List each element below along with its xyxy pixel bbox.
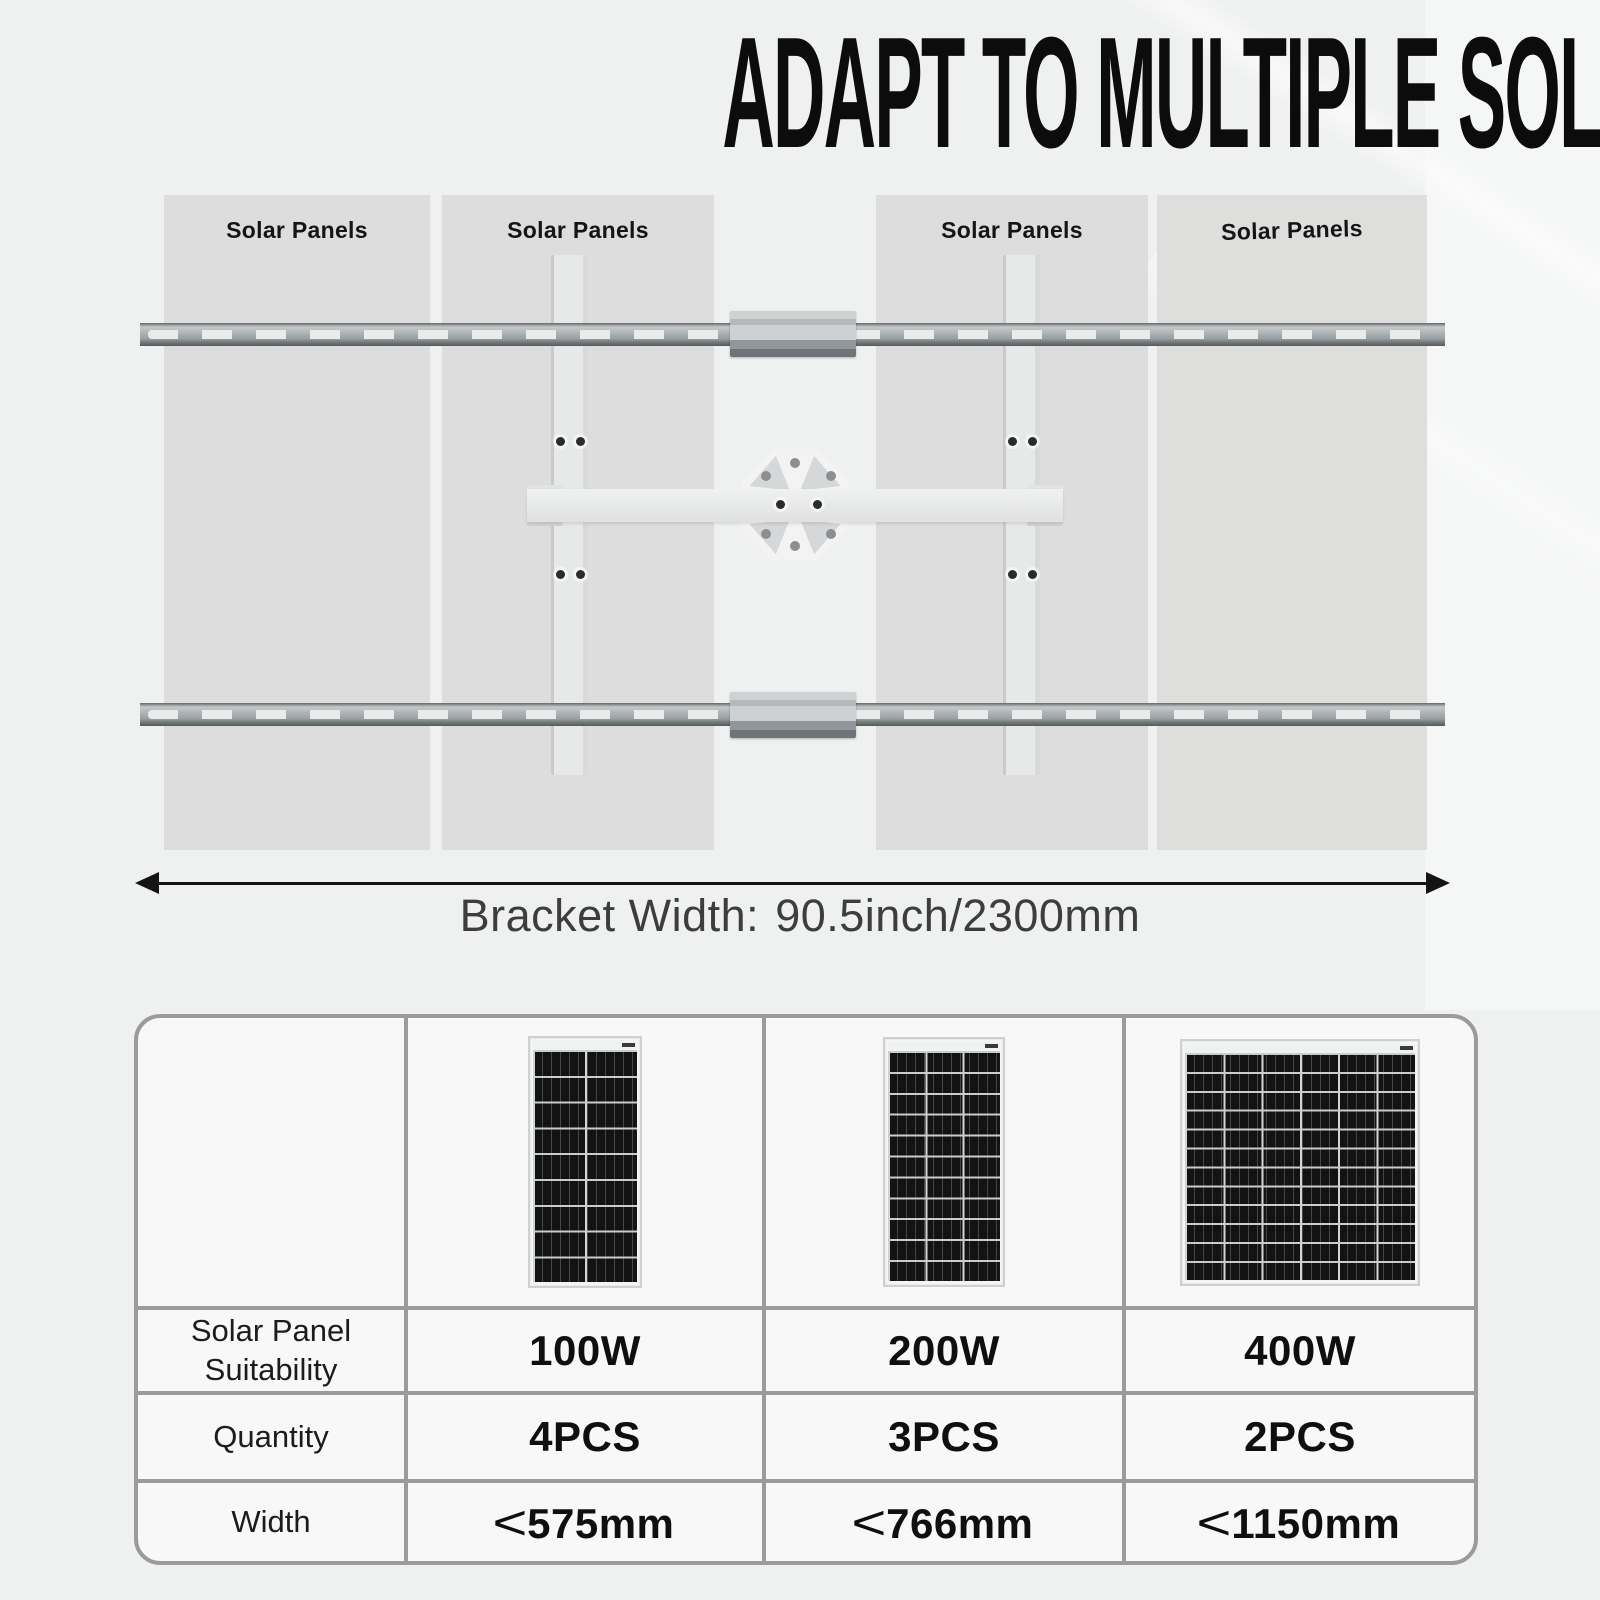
spec-cell-quantity-200w: 3PCS — [766, 1395, 1126, 1483]
spec-table: Solar Panel Suitability 100W 200W 400W Q… — [134, 1014, 1478, 1565]
spec-cell-suitability-400w: 400W — [1126, 1310, 1474, 1395]
bolt — [1028, 570, 1037, 579]
bracket-width-arrow — [150, 882, 1436, 885]
spec-row-label-suitability: Solar Panel Suitability — [138, 1310, 408, 1395]
panel-frame-strip — [533, 1041, 637, 1049]
bolt — [576, 570, 585, 579]
bolt — [790, 541, 800, 551]
bracket-width-text: Bracket Width: 90.5inch/2300mm — [0, 890, 1600, 942]
spec-value: 2PCS — [1244, 1413, 1356, 1460]
solar-panel-label: Solar Panels — [226, 217, 368, 243]
spec-cell-width-400w: <1150mm — [1126, 1483, 1474, 1561]
spec-cell-suitability-200w: 200W — [766, 1310, 1126, 1395]
bolt — [790, 458, 800, 468]
spec-row-label-width: Width — [138, 1483, 408, 1561]
less-than-icon: < — [851, 1496, 887, 1550]
panel-frame-strip — [1185, 1043, 1415, 1052]
bolt — [1008, 437, 1017, 446]
spec-value: 575mm — [527, 1499, 675, 1547]
spec-value: 100W — [529, 1326, 641, 1374]
spec-cell-image-200w — [766, 1018, 1126, 1310]
solar-panel-sheet-4: Solar Panels — [1157, 195, 1427, 850]
solar-panel-sheet-1: Solar Panels — [164, 195, 430, 850]
spec-value: 200W — [888, 1326, 1000, 1374]
row-label: Solar Panel Suitability — [190, 1312, 352, 1387]
solar-panel-400w-image — [1180, 1038, 1420, 1286]
bracket-width-label: Bracket Width: — [459, 890, 760, 941]
arrow-left-icon — [135, 872, 159, 894]
spec-cell-image-100w — [408, 1018, 766, 1310]
spec-cell-suitability-100w: 100W — [408, 1310, 766, 1395]
bolt — [556, 570, 565, 579]
solar-panel-label: Solar Panels — [507, 217, 649, 243]
less-than-icon: < — [1196, 1496, 1232, 1550]
bolt — [1028, 437, 1037, 446]
bolt — [556, 437, 565, 446]
panel-frame-strip — [888, 1042, 1000, 1050]
bolt — [761, 529, 771, 539]
bolt — [776, 500, 785, 509]
bolt — [826, 471, 836, 481]
spec-value: 4PCS — [529, 1413, 641, 1460]
bolt — [1008, 570, 1017, 579]
less-than-icon: < — [492, 1496, 528, 1550]
panel-cells-texture — [888, 1051, 1000, 1281]
rail-connector — [730, 692, 856, 738]
title-bar: ADAPT TO MULTIPLE SOLAR PANEL — [0, 14, 1600, 172]
bolt — [761, 471, 771, 481]
bolt — [576, 437, 585, 446]
solar-panel-100w-image — [528, 1036, 642, 1288]
spec-value: 766mm — [886, 1499, 1034, 1547]
row-label: Width — [231, 1503, 311, 1539]
solar-panel-label: Solar Panels — [941, 217, 1083, 243]
bolt — [813, 500, 822, 509]
solar-panel-label: Solar Panels — [1220, 215, 1364, 245]
spec-value: 3PCS — [888, 1413, 1000, 1460]
spec-cell-quantity-100w: 4PCS — [408, 1395, 766, 1483]
spec-cell-width-200w: <766mm — [766, 1483, 1126, 1561]
panel-cells-texture — [533, 1050, 637, 1282]
center-crossbar — [527, 489, 1063, 522]
spec-row-label-quantity: Quantity — [138, 1395, 408, 1483]
rail-connector — [730, 311, 856, 357]
bolt — [826, 529, 836, 539]
arrow-right-icon — [1426, 872, 1450, 894]
page-title: ADAPT TO MULTIPLE SOLAR PANEL — [722, 5, 1600, 181]
spec-cell-quantity-400w: 2PCS — [1126, 1395, 1474, 1483]
spec-value: 400W — [1244, 1326, 1356, 1374]
spec-cell-empty — [138, 1018, 408, 1310]
bracket-width-value: 90.5inch/2300mm — [775, 890, 1141, 941]
spec-cell-image-400w — [1126, 1018, 1474, 1310]
row-label: Quantity — [213, 1418, 329, 1454]
solar-panel-200w-image — [883, 1037, 1005, 1287]
panel-cells-texture — [1185, 1052, 1415, 1280]
spec-value: 1150mm — [1231, 1499, 1401, 1547]
spec-cell-width-100w: <575mm — [408, 1483, 766, 1561]
